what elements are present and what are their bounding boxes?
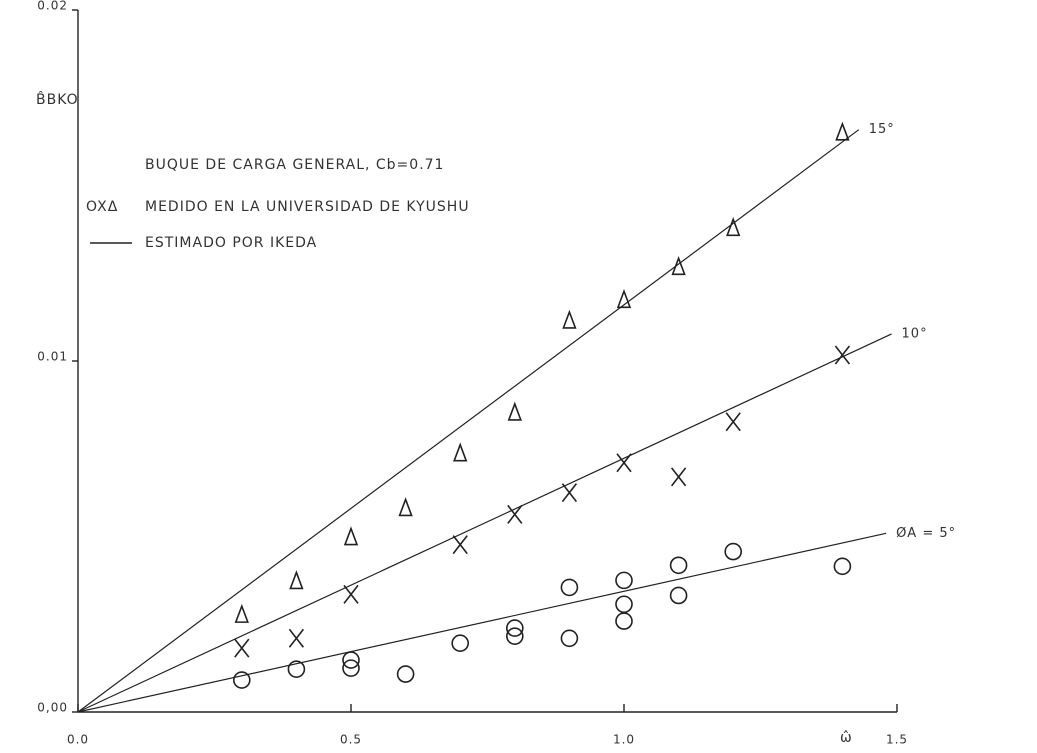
x-point bbox=[725, 412, 741, 432]
x-axis-label: ω̂ bbox=[840, 730, 853, 746]
circle-point bbox=[669, 556, 688, 575]
y-tick-label: 0,00 bbox=[37, 701, 68, 715]
triangle-point bbox=[726, 217, 741, 237]
circle-point bbox=[342, 659, 360, 677]
circle-point bbox=[233, 671, 251, 689]
triangle-point bbox=[343, 526, 359, 546]
x-tick-label: 0.0 bbox=[67, 733, 89, 747]
x-point bbox=[507, 504, 523, 524]
circle-point bbox=[505, 619, 524, 637]
y-tick-label: 0.01 bbox=[37, 350, 68, 364]
triangle-point bbox=[616, 288, 632, 309]
triangle-point bbox=[671, 256, 686, 276]
x-point bbox=[670, 467, 687, 487]
x-point bbox=[452, 535, 468, 555]
circle-point bbox=[669, 586, 688, 605]
x-point bbox=[234, 638, 250, 658]
legend-symbol: OXΔ bbox=[86, 199, 118, 215]
legend-label: MEDIDO EN LA UNIVERSIDAD DE KYUSHU bbox=[145, 199, 470, 215]
circle-point bbox=[615, 612, 633, 630]
line-label: ØA = 5° bbox=[896, 526, 956, 541]
fit-line bbox=[77, 129, 860, 713]
triangle-point bbox=[289, 570, 304, 590]
triangle-point bbox=[234, 603, 249, 623]
circle-point bbox=[615, 571, 633, 590]
circle-point bbox=[724, 542, 743, 561]
x-tick-label: 1.0 bbox=[613, 733, 635, 747]
circle-point bbox=[287, 660, 306, 678]
x-tick-label: 0.5 bbox=[340, 733, 362, 747]
y-tick-label: 0.02 bbox=[37, 0, 68, 13]
circle-point bbox=[342, 651, 360, 669]
x-point bbox=[288, 628, 305, 648]
line-label: 15° bbox=[869, 122, 895, 137]
y-axis-label: B̂BKO bbox=[36, 91, 79, 108]
x-tick-label: 1.5 bbox=[886, 733, 908, 747]
circle-point bbox=[560, 578, 579, 597]
circle-point bbox=[505, 627, 524, 645]
fit-line bbox=[77, 333, 892, 713]
note: BUQUE DE CARGA GENERAL, Cb=0.71 bbox=[145, 157, 444, 173]
x-point bbox=[561, 483, 578, 503]
x-point bbox=[343, 584, 359, 604]
circle-point bbox=[560, 629, 579, 648]
circle-point bbox=[833, 557, 852, 576]
triangle-point bbox=[562, 309, 577, 329]
circle-point bbox=[451, 634, 470, 653]
triangle-point bbox=[835, 121, 850, 141]
line-label: 10° bbox=[902, 326, 928, 341]
circle-point bbox=[615, 595, 633, 614]
legend-label: ESTIMADO POR IKEDA bbox=[145, 235, 317, 251]
triangle-point bbox=[507, 401, 522, 421]
triangle-point bbox=[398, 497, 413, 517]
circle-point bbox=[396, 665, 415, 683]
fit-line bbox=[77, 532, 887, 713]
x-point bbox=[834, 345, 851, 365]
triangle-point bbox=[453, 442, 468, 462]
x-point bbox=[616, 453, 632, 473]
